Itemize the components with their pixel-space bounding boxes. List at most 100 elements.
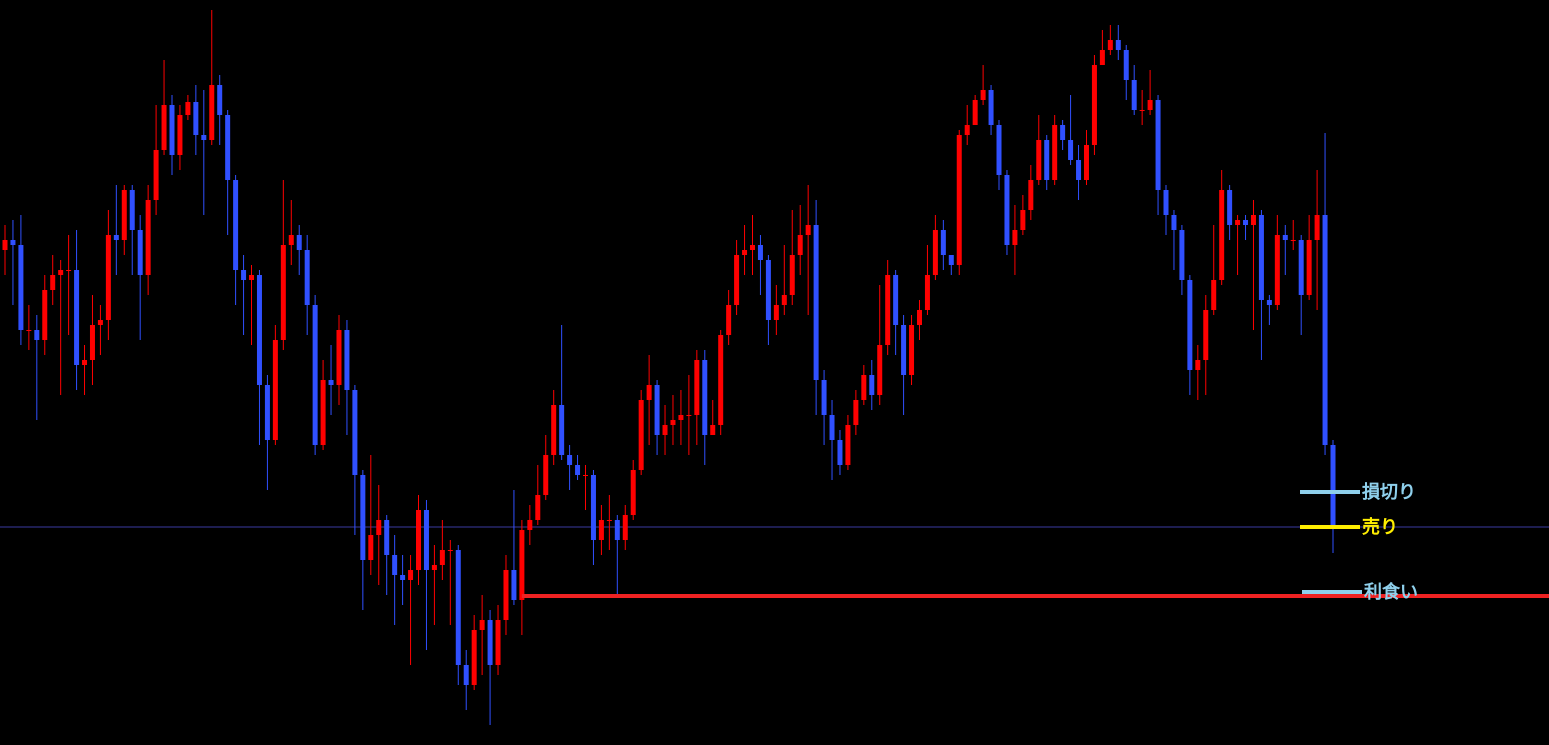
candle-body xyxy=(1052,125,1058,180)
candle-body xyxy=(439,550,445,565)
candle-body xyxy=(996,125,1002,175)
candle-body xyxy=(296,235,302,250)
candle-body xyxy=(765,260,771,320)
candle-body xyxy=(1266,300,1272,305)
candle-body xyxy=(121,190,127,240)
candle-body xyxy=(360,475,366,560)
candle-body xyxy=(805,225,811,235)
candle-body xyxy=(932,230,938,275)
candle-body xyxy=(201,135,207,140)
candle-body xyxy=(384,520,390,555)
candle-body xyxy=(893,275,899,325)
candle-body xyxy=(1195,360,1201,370)
candle-body xyxy=(1330,445,1336,527)
candle-body xyxy=(940,230,946,255)
candle-body xyxy=(511,570,517,600)
candle-body xyxy=(694,360,700,415)
candle-body xyxy=(177,115,183,155)
candle-body xyxy=(622,515,628,540)
candle-body xyxy=(1107,40,1113,50)
candle-body xyxy=(797,235,803,255)
level-label: 売り xyxy=(1362,516,1398,538)
candle-body xyxy=(1028,180,1034,210)
candle-body xyxy=(1012,230,1018,245)
candle-body xyxy=(376,520,382,535)
candle-body xyxy=(58,270,64,275)
candle-body xyxy=(2,240,8,250)
candle-body xyxy=(256,275,262,385)
candle-body xyxy=(559,405,565,455)
level-label: 利食い xyxy=(1364,581,1418,603)
candle-body xyxy=(471,630,477,685)
candle-body xyxy=(662,425,668,435)
candle-body xyxy=(1322,215,1328,445)
candle-body xyxy=(479,620,485,630)
candle-body xyxy=(209,85,215,140)
candle-body xyxy=(1060,125,1066,140)
candle-body xyxy=(598,520,604,540)
candle-body xyxy=(781,295,787,305)
candle-body xyxy=(821,380,827,415)
candle-body xyxy=(416,510,422,570)
candle-body xyxy=(249,275,255,280)
candle-body xyxy=(877,345,883,395)
candle-body xyxy=(193,102,199,135)
candle-body xyxy=(829,415,835,440)
candle-body xyxy=(901,325,907,375)
candle-body xyxy=(89,325,95,360)
candle-body xyxy=(1298,240,1304,295)
candle-body xyxy=(423,510,429,570)
candle-body xyxy=(686,415,692,416)
candle-body xyxy=(1203,310,1209,360)
candle-body xyxy=(988,90,994,125)
candle-body xyxy=(980,90,986,100)
candle-body xyxy=(304,250,310,305)
candle-body xyxy=(1274,235,1280,305)
candle-body xyxy=(1258,215,1264,300)
candle-body xyxy=(1219,190,1225,280)
candle-body xyxy=(447,550,453,551)
candle-body xyxy=(113,235,119,240)
candle-body xyxy=(105,235,111,320)
candle-body xyxy=(272,340,278,440)
candle-body xyxy=(1314,215,1320,240)
candle-body xyxy=(1227,190,1233,225)
candle-body xyxy=(551,405,557,455)
candle-body xyxy=(352,390,358,475)
candle-body xyxy=(225,115,231,180)
candle-body xyxy=(137,230,143,275)
candle-body xyxy=(726,305,732,335)
candle-body xyxy=(1004,175,1010,245)
candle-body xyxy=(813,225,819,380)
candle-body xyxy=(344,330,350,390)
candle-body xyxy=(1020,210,1026,230)
candle-body xyxy=(66,270,72,271)
candle-body xyxy=(654,385,660,435)
candle-body xyxy=(702,360,708,435)
candle-body xyxy=(948,255,954,265)
level-label: 損切り xyxy=(1362,481,1416,503)
candle-body xyxy=(392,555,398,575)
candle-body xyxy=(1187,280,1193,370)
candle-body xyxy=(1131,80,1137,110)
candle-body xyxy=(527,520,533,530)
candle-body xyxy=(742,250,748,255)
candle-body xyxy=(241,270,247,280)
candle-body xyxy=(82,360,88,365)
candle-body xyxy=(217,85,223,115)
candle-body xyxy=(909,325,915,375)
candle-body xyxy=(161,105,167,150)
candle-body xyxy=(583,475,589,476)
candle-body xyxy=(1243,220,1249,225)
candle-body xyxy=(233,180,239,270)
candle-body xyxy=(264,385,270,440)
candle-body xyxy=(18,245,24,330)
candle-body xyxy=(1179,230,1185,280)
candle-body xyxy=(288,235,294,245)
candle-body xyxy=(455,550,461,665)
candle-body xyxy=(543,455,549,495)
candle-body xyxy=(487,620,493,665)
candle-body xyxy=(773,305,779,320)
candle-body xyxy=(1099,50,1105,65)
candle-body xyxy=(42,290,48,340)
